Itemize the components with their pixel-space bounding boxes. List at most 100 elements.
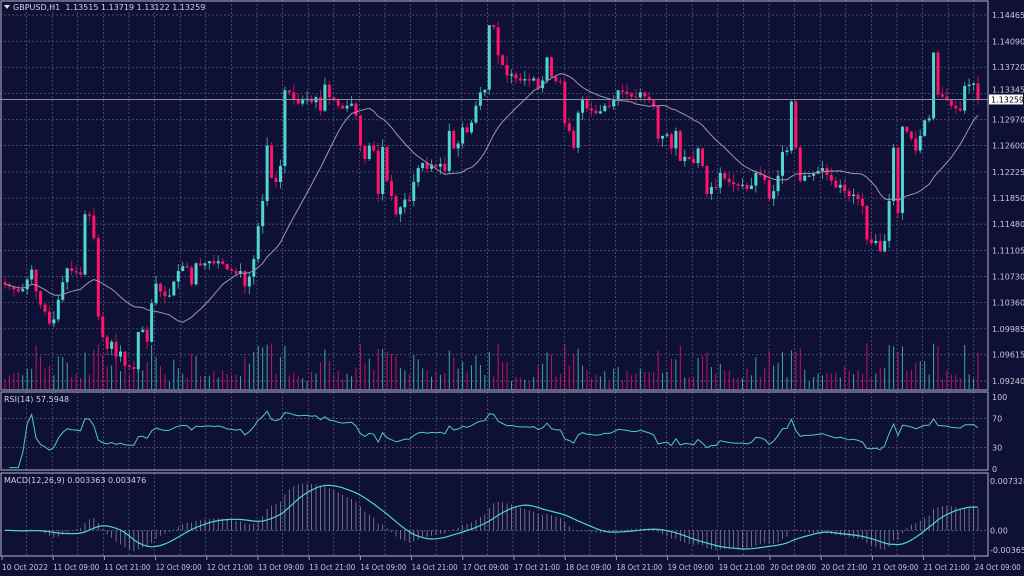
candle-body xyxy=(496,27,500,56)
candle-body xyxy=(403,199,407,208)
candle-body xyxy=(754,172,758,186)
candle-body xyxy=(483,89,487,93)
candle-body xyxy=(874,240,878,244)
candle-body xyxy=(807,175,811,177)
candle-body xyxy=(723,172,727,179)
current-price-tag: 1.13259 xyxy=(989,94,1024,105)
candle-body xyxy=(629,93,633,97)
candle-body xyxy=(318,97,322,111)
candle-body xyxy=(367,145,371,159)
candle-body xyxy=(390,180,394,197)
candle-body xyxy=(461,127,465,144)
chart-header: GBPUSD,H1 1.13515 1.13719 1.13122 1.1325… xyxy=(4,3,205,12)
candle-body xyxy=(501,55,505,66)
time-tick-label: 11 Oct 21:00 xyxy=(104,563,150,572)
candle-body xyxy=(576,112,580,148)
candle-body xyxy=(181,266,185,272)
candle-body xyxy=(963,86,967,111)
candle-body xyxy=(287,90,291,93)
price-tick-label: 1.10730 xyxy=(992,273,1024,282)
candle-body xyxy=(198,263,202,266)
price-tick-label: 1.09615 xyxy=(992,351,1024,360)
candle-body xyxy=(940,94,944,97)
time-tick-label: 17 Oct 21:00 xyxy=(514,563,560,572)
candle-body xyxy=(190,267,194,285)
candle-body xyxy=(687,156,691,159)
candle-body xyxy=(883,240,887,252)
pane-frame xyxy=(0,472,989,557)
candle-body xyxy=(767,179,771,199)
candle-body xyxy=(447,130,451,171)
candle-body xyxy=(247,276,251,287)
candle-body xyxy=(163,291,167,297)
candle-body xyxy=(843,184,847,192)
dropdown-triangle-icon[interactable] xyxy=(4,5,10,9)
candle-body xyxy=(372,145,376,151)
candle-body xyxy=(323,84,327,111)
candle-body xyxy=(52,319,56,324)
candle-body xyxy=(905,126,909,132)
time-tick-label: 21 Oct 09:00 xyxy=(872,563,918,572)
candle-body xyxy=(87,214,91,216)
candle-body xyxy=(683,156,687,162)
candle-body xyxy=(643,92,647,97)
candle-body xyxy=(430,164,434,169)
candle-body xyxy=(487,25,491,90)
candle-body xyxy=(270,145,274,178)
candle-body xyxy=(185,266,189,268)
price-tick-label: 1.09985 xyxy=(992,325,1024,334)
candle-body xyxy=(634,96,638,98)
candle-body xyxy=(545,57,549,81)
time-tick-label: 18 Oct 21:00 xyxy=(616,563,662,572)
candle-body xyxy=(616,90,620,100)
candle-body xyxy=(101,316,105,337)
candle-body xyxy=(132,366,136,370)
price-tick-label: 1.12600 xyxy=(992,142,1024,151)
candle-body xyxy=(358,115,362,146)
candle-body xyxy=(150,303,154,342)
price-tick-label: 1.09240 xyxy=(992,377,1024,386)
candle-body xyxy=(114,341,118,357)
candle-body xyxy=(674,130,678,149)
candle-body xyxy=(829,175,833,181)
candle-body xyxy=(221,261,225,265)
candle-body xyxy=(425,163,429,169)
candle-body xyxy=(736,184,740,186)
candle-body xyxy=(79,272,83,275)
candle-body xyxy=(572,130,576,148)
candle-body xyxy=(701,148,705,166)
candle-body xyxy=(376,150,380,194)
time-tick-label: 21 Oct 21:00 xyxy=(924,563,970,572)
candle-body xyxy=(785,150,789,152)
rsi-tick-label: 70 xyxy=(992,415,1002,424)
candle-body xyxy=(741,184,745,186)
candle-body xyxy=(781,151,785,176)
candle-body xyxy=(696,148,700,164)
candle-body xyxy=(869,239,873,244)
price-tick-label: 1.11480 xyxy=(992,220,1024,229)
candle-body xyxy=(665,134,669,136)
candle-body xyxy=(398,207,402,215)
rsi-pane xyxy=(9,410,979,469)
price-candles xyxy=(3,21,980,373)
candle-body xyxy=(887,200,891,241)
candle-body xyxy=(92,215,96,239)
candle-body xyxy=(167,295,171,297)
candle-body xyxy=(34,269,38,292)
time-tick-label: 18 Oct 09:00 xyxy=(565,563,611,572)
candle-body xyxy=(3,282,7,285)
candle-body xyxy=(847,191,851,197)
candle-body xyxy=(345,105,349,109)
candle-body xyxy=(194,263,198,285)
candle-body xyxy=(301,100,305,104)
candle-body xyxy=(412,182,416,201)
candle-body xyxy=(621,90,625,92)
candle-body xyxy=(523,79,527,81)
candle-body xyxy=(74,271,78,273)
time-tick-label: 12 Oct 21:00 xyxy=(207,563,253,572)
macd-tick-label: 0.00 xyxy=(990,526,1008,535)
candle-body xyxy=(918,135,922,151)
candle-body xyxy=(949,100,953,106)
candle-body xyxy=(274,177,278,183)
